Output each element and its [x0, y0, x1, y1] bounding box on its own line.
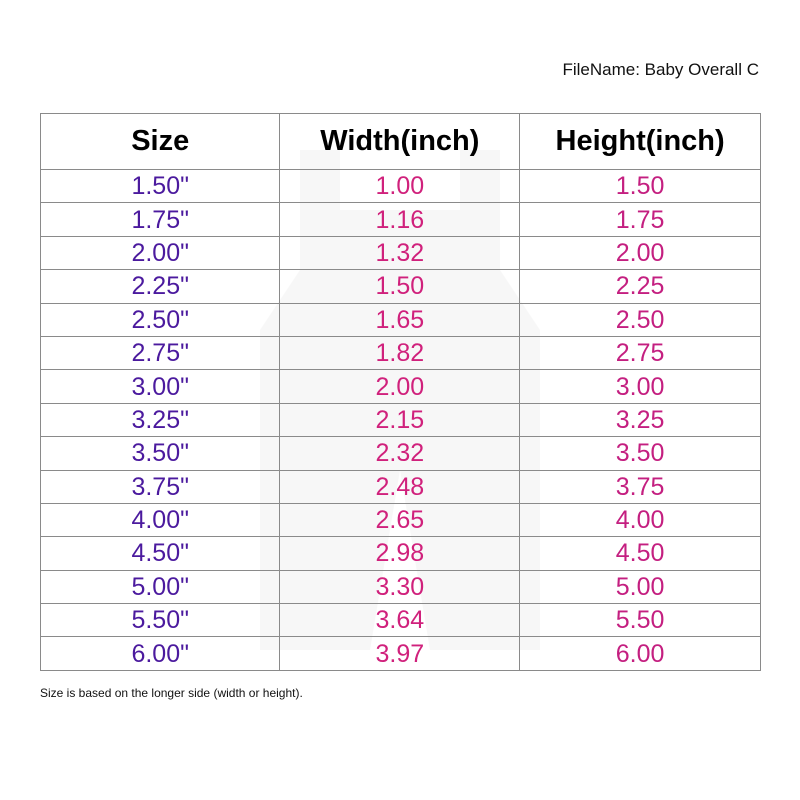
size-cell: 6.00": [39, 636, 281, 671]
table-row: 3.25" 2.15 3.25: [39, 402, 761, 438]
table-row: 4.50" 2.98 4.50: [39, 536, 761, 571]
height-cell: 2.25: [519, 269, 761, 304]
width-cell: 1.50: [279, 269, 521, 304]
height-cell: 4.50: [519, 536, 761, 571]
width-cell: 3.64: [279, 603, 521, 638]
height-cell: 2.75: [519, 335, 761, 371]
height-cell: 4.00: [519, 502, 761, 538]
table-row: 3.50" 2.32 3.50: [39, 436, 761, 471]
header-height: Height(inch): [519, 113, 761, 170]
table-row: 2.50" 1.65 2.50: [39, 302, 761, 337]
height-cell: 1.75: [519, 202, 761, 237]
size-cell: 3.25": [39, 402, 281, 438]
height-cell: 6.00: [519, 636, 761, 671]
size-cell: 2.00": [39, 235, 281, 271]
table-row: 5.00" 3.30 5.00: [39, 569, 761, 605]
height-cell: 3.75: [519, 469, 761, 504]
table-row: 1.75" 1.16 1.75: [39, 202, 761, 237]
size-cell: 1.50": [39, 168, 281, 204]
width-cell: 1.16: [279, 202, 521, 237]
width-cell: 2.32: [279, 436, 521, 471]
size-cell: 3.75": [39, 469, 281, 504]
table-row: 2.75" 1.82 2.75: [39, 335, 761, 371]
size-cell: 3.50": [39, 436, 281, 471]
height-cell: 3.00: [519, 369, 761, 404]
size-cell: 2.75": [39, 335, 281, 371]
table-row: 3.00" 2.00 3.00: [39, 369, 761, 404]
size-cell: 3.00": [39, 369, 281, 404]
width-cell: 2.00: [279, 369, 521, 404]
size-cell: 2.50": [39, 302, 281, 337]
size-cell: 5.00": [39, 569, 281, 605]
width-cell: 1.32: [279, 235, 521, 271]
size-cell: 2.25": [39, 269, 281, 304]
header-width: Width(inch): [279, 113, 521, 170]
table-row: 4.00" 2.65 4.00: [39, 502, 761, 538]
height-cell: 3.50: [519, 436, 761, 471]
table-row: 3.75" 2.48 3.75: [39, 469, 761, 504]
size-cell: 4.50": [39, 536, 281, 571]
width-cell: 3.97: [279, 636, 521, 671]
height-cell: 3.25: [519, 402, 761, 438]
size-chart-table: Size Width(inch) Height(inch) 1.50" 1.00 1…: [39, 113, 761, 671]
header-size: Size: [39, 113, 281, 170]
width-cell: 2.98: [279, 536, 521, 571]
table-row: 2.25" 1.50 2.25: [39, 269, 761, 304]
header-row: Size Width(inch) Height(inch): [39, 113, 761, 170]
table-row: 1.50" 1.00 1.50: [39, 168, 761, 204]
height-cell: 5.50: [519, 603, 761, 638]
width-cell: 3.30: [279, 569, 521, 605]
width-cell: 2.65: [279, 502, 521, 538]
table-row: 5.50" 3.64 5.50: [39, 603, 761, 638]
height-cell: 1.50: [519, 168, 761, 204]
width-cell: 1.65: [279, 302, 521, 337]
width-cell: 2.48: [279, 469, 521, 504]
height-cell: 2.50: [519, 302, 761, 337]
size-cell: 5.50": [39, 603, 281, 638]
size-cell: 1.75": [39, 202, 281, 237]
width-cell: 1.82: [279, 335, 521, 371]
file-name-label: FileName: Baby Overall C: [562, 60, 759, 79]
height-cell: 5.00: [519, 569, 761, 605]
table-row: 6.00" 3.97 6.00: [39, 636, 761, 671]
table-row: 2.00" 1.32 2.00: [39, 235, 761, 271]
size-cell: 4.00": [39, 502, 281, 538]
width-cell: 1.00: [279, 168, 521, 204]
height-cell: 2.00: [519, 235, 761, 271]
size-note: Size is based on the longer side (width …: [40, 686, 303, 700]
width-cell: 2.15: [279, 402, 521, 438]
